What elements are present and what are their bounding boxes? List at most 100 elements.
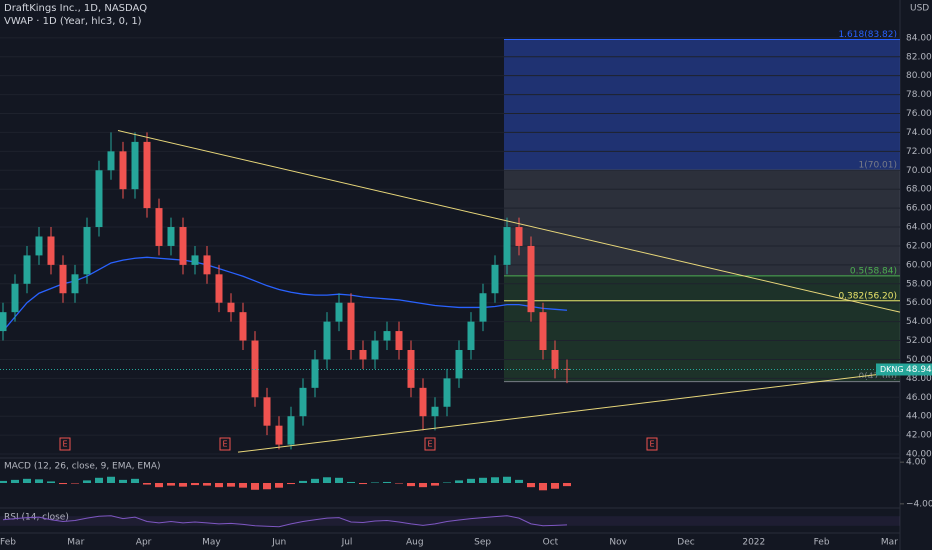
macd-bar bbox=[527, 483, 535, 488]
candle-body bbox=[287, 416, 295, 445]
macd-bar bbox=[455, 480, 463, 483]
candle-body bbox=[311, 359, 319, 388]
macd-bar bbox=[539, 483, 547, 491]
macd-bar bbox=[119, 479, 127, 483]
macd-bar bbox=[203, 483, 211, 486]
y-tick-label: 54.00 bbox=[906, 317, 932, 327]
macd-bar bbox=[167, 483, 175, 486]
macd-bar bbox=[335, 477, 343, 483]
y-tick-label: 62.00 bbox=[906, 241, 932, 251]
y-tick-label: 46.00 bbox=[906, 393, 932, 403]
fib-label: 0.382(56.20) bbox=[838, 291, 897, 301]
macd-bar bbox=[371, 482, 379, 483]
macd-bar bbox=[251, 483, 259, 490]
y-tick-label: 58.00 bbox=[906, 279, 932, 289]
macd-bar bbox=[563, 483, 571, 487]
macd-bar bbox=[515, 479, 523, 483]
x-tick-label: Mar bbox=[881, 538, 898, 548]
fib-zone bbox=[504, 39, 900, 171]
candle-body bbox=[35, 236, 43, 256]
candle-body bbox=[443, 378, 451, 407]
macd-bar bbox=[227, 483, 235, 487]
candle-body bbox=[359, 350, 367, 360]
title: DraftKings Inc., 1D, NASDAQ bbox=[4, 3, 147, 14]
macd-bar bbox=[11, 479, 19, 483]
trendline bbox=[237, 371, 901, 453]
trendline bbox=[117, 130, 901, 313]
macd-bar bbox=[347, 481, 355, 483]
candle-body bbox=[59, 264, 67, 294]
last-price: 48.94 bbox=[906, 365, 932, 375]
macd-bar bbox=[323, 477, 331, 483]
candle-body bbox=[299, 387, 307, 417]
y-tick-label: 78.00 bbox=[906, 90, 932, 100]
y-tick-label: 42.00 bbox=[906, 431, 932, 441]
candle-body bbox=[95, 170, 103, 228]
macd-bar bbox=[299, 480, 307, 483]
x-tick-label: Mar bbox=[67, 538, 84, 548]
earnings-marker bbox=[219, 437, 231, 451]
macd-bar bbox=[503, 476, 511, 483]
candle-body bbox=[527, 245, 535, 313]
candle-body bbox=[383, 331, 391, 341]
x-tick-label: Sep bbox=[474, 538, 491, 548]
candle-body bbox=[275, 425, 283, 445]
indicator-label: VWAP · 1D (Year, hlc3, 0, 1) bbox=[4, 16, 142, 27]
fib-zone bbox=[504, 170, 900, 276]
macd-bar bbox=[35, 479, 43, 483]
fib-label: 1.618(83.82) bbox=[838, 30, 897, 40]
macd-bar bbox=[179, 483, 187, 487]
candle-body bbox=[83, 227, 91, 275]
macd-bar bbox=[71, 483, 79, 484]
candle-body bbox=[335, 302, 343, 322]
y-tick-label: 84.00 bbox=[906, 33, 932, 43]
rsi-line bbox=[2, 515, 568, 528]
candle-body bbox=[467, 321, 475, 350]
x-tick-label: Feb bbox=[0, 538, 16, 548]
y-tick-label: 72.00 bbox=[906, 147, 932, 157]
candle-body bbox=[371, 340, 379, 360]
y-tick-label: 48.00 bbox=[906, 374, 932, 384]
x-tick-label: Aug bbox=[406, 538, 424, 548]
x-tick-label: Apr bbox=[136, 538, 152, 548]
price-tag bbox=[876, 363, 932, 376]
macd-bar bbox=[419, 483, 427, 488]
candle-body bbox=[23, 255, 31, 284]
candle-body bbox=[131, 141, 139, 190]
y-tick-label: 76.00 bbox=[906, 109, 932, 119]
candle-body bbox=[251, 340, 259, 398]
x-tick-label: Jun bbox=[271, 538, 286, 548]
candle-body bbox=[107, 151, 115, 171]
candle-body bbox=[323, 321, 331, 360]
y-tick-label: 70.00 bbox=[906, 166, 932, 176]
y-tick-label: 60.00 bbox=[906, 260, 932, 270]
ticker-tag: DKNG bbox=[880, 365, 904, 374]
candle-body bbox=[167, 227, 175, 246]
macd-bar bbox=[23, 478, 31, 483]
y-tick-label: 82.00 bbox=[906, 52, 932, 62]
macd-bar bbox=[59, 483, 67, 485]
macd-bar bbox=[131, 478, 139, 483]
candle-body bbox=[119, 151, 127, 190]
macd-bar bbox=[431, 483, 439, 486]
macd-bar bbox=[0, 480, 7, 483]
y-tick-label: 66.00 bbox=[906, 204, 932, 214]
candle-body bbox=[407, 350, 415, 388]
candle-body bbox=[47, 236, 55, 265]
macd-bar bbox=[155, 483, 163, 488]
candle-body bbox=[143, 141, 151, 209]
earnings-marker bbox=[424, 437, 436, 451]
y-tick-label: 52.00 bbox=[906, 336, 932, 346]
y-tick-label: 74.00 bbox=[906, 128, 932, 138]
macd-bar bbox=[143, 483, 151, 485]
y-tick-label: 40.00 bbox=[906, 450, 932, 460]
macd-tick-label: 4.00 bbox=[906, 458, 926, 468]
macd-bar bbox=[83, 480, 91, 483]
macd-bar bbox=[95, 477, 103, 483]
x-tick-label: Jul bbox=[341, 538, 353, 548]
candle-body bbox=[503, 227, 511, 265]
candle-body bbox=[203, 255, 211, 275]
x-tick-label: Nov bbox=[609, 538, 627, 548]
macd-bar bbox=[443, 482, 451, 483]
